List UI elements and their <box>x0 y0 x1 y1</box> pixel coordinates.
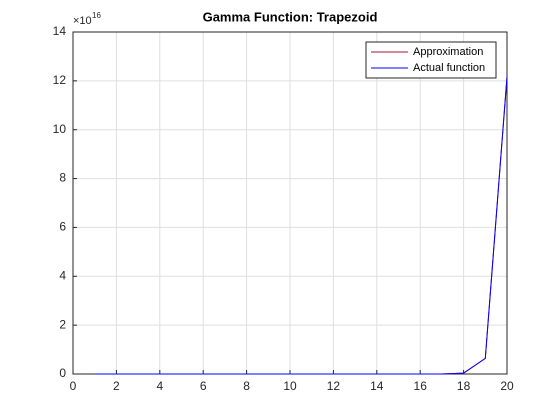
y-tick-label: 14 <box>53 24 67 38</box>
y-tick-label: 2 <box>59 317 66 331</box>
x-tick-label: 6 <box>200 379 207 393</box>
y-tick-label: 10 <box>53 122 67 136</box>
series-line <box>94 76 508 375</box>
legend-label: Actual function <box>413 62 485 74</box>
x-tick-label: 14 <box>370 379 384 393</box>
x-tick-label: 16 <box>414 379 428 393</box>
x-tick-label: 0 <box>70 379 77 393</box>
x-tick-label: 8 <box>243 379 250 393</box>
chart-title: Gamma Function: Trapezoid <box>203 9 378 24</box>
y-multiplier-exponent: 16 <box>92 11 101 20</box>
y-tick-label: 4 <box>59 268 66 282</box>
legend-box <box>365 41 497 79</box>
x-tick-label: 4 <box>156 379 163 393</box>
x-tick-label: 12 <box>327 379 341 393</box>
y-tick-label: 8 <box>59 171 66 185</box>
x-tick-label: 2 <box>113 379 120 393</box>
x-tick-label: 18 <box>457 379 471 393</box>
x-tick-label: 10 <box>283 379 297 393</box>
x-tick-label: 20 <box>500 379 514 393</box>
y-tick-label: 6 <box>59 220 66 234</box>
legend-label: Approximation <box>413 46 483 58</box>
y-multiplier: ×10 <box>73 15 92 27</box>
y-tick-label: 0 <box>59 366 66 380</box>
y-tick-label: 12 <box>53 73 67 87</box>
